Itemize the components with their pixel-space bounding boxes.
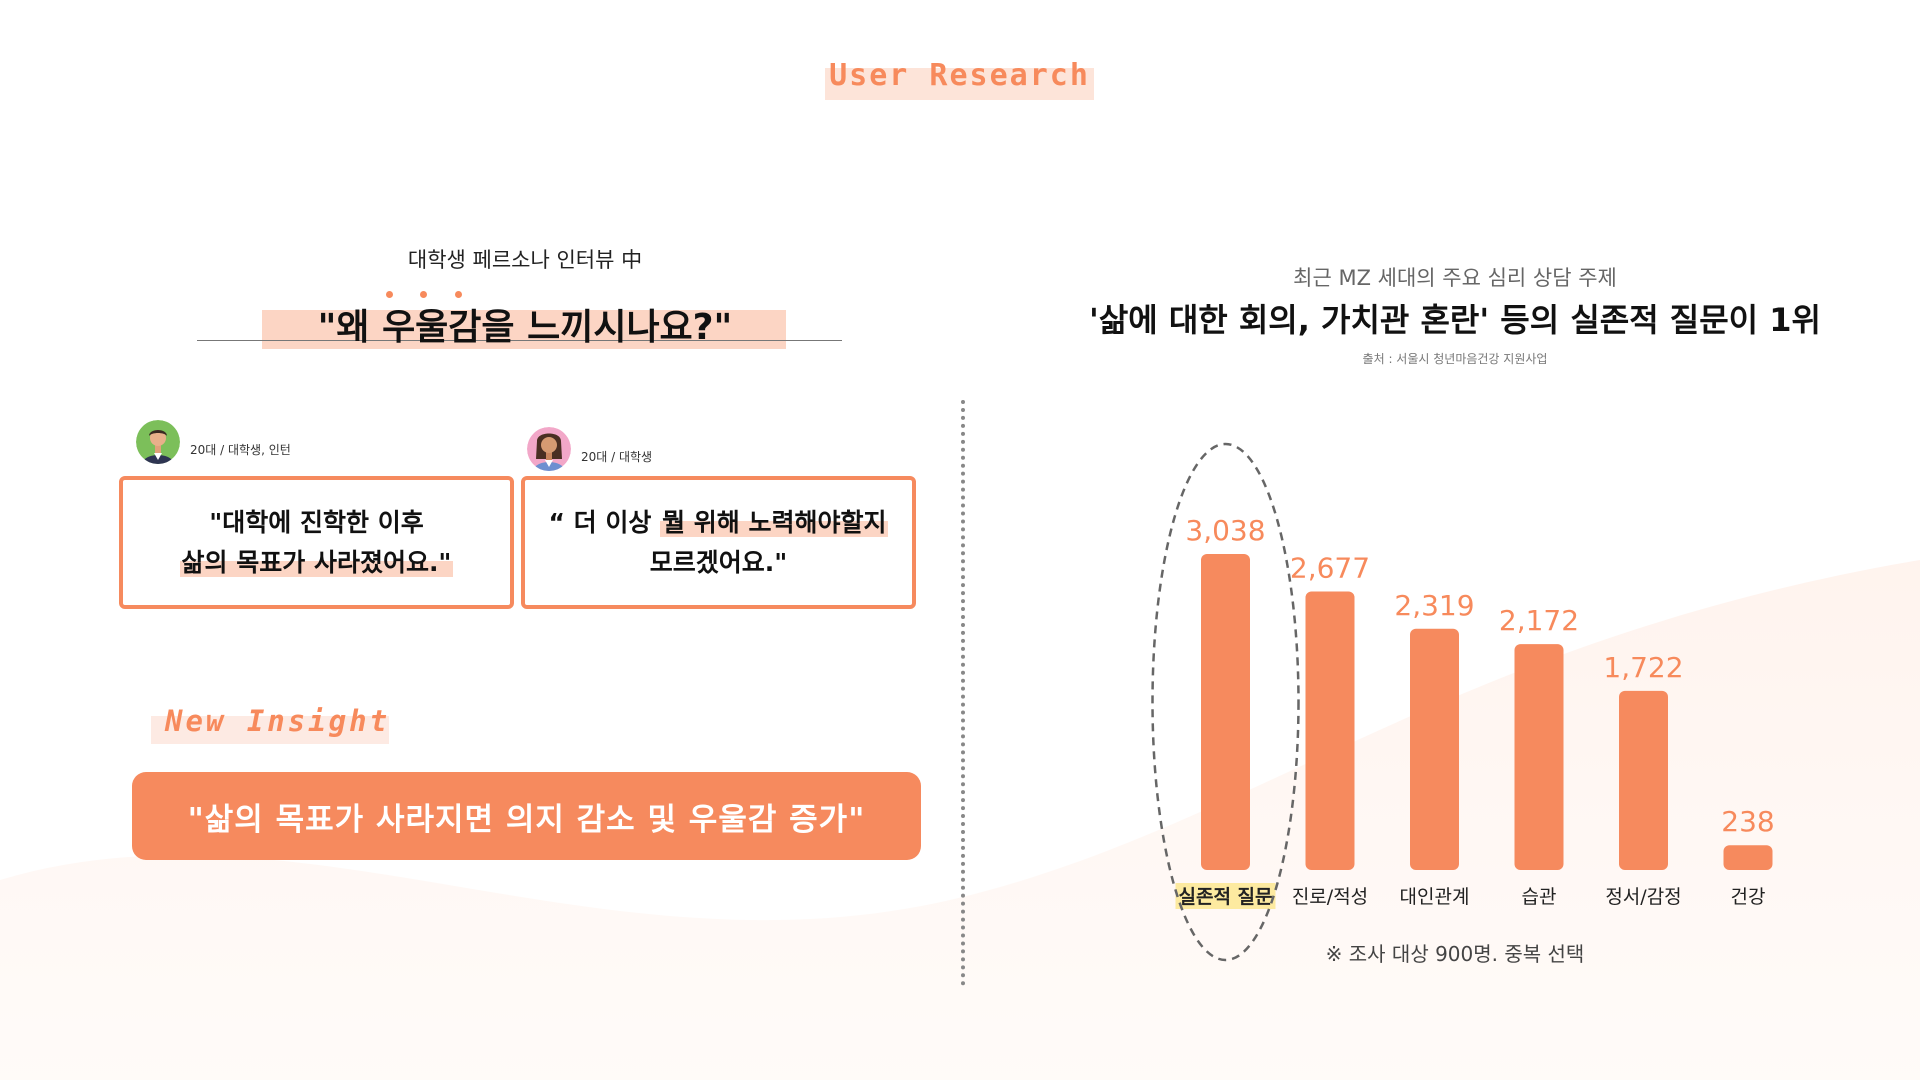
emphasis-dot bbox=[386, 291, 393, 298]
chart-source: 출처 : 서울시 청년마음건강 지원사업 bbox=[1362, 352, 1548, 366]
value-label: 2,172 bbox=[1499, 604, 1579, 637]
bar bbox=[1410, 628, 1459, 870]
insight-tag-highlight bbox=[151, 716, 389, 744]
value-label: 3,038 bbox=[1185, 514, 1265, 547]
emphasis-dot bbox=[455, 291, 462, 298]
question-highlight bbox=[262, 310, 786, 349]
header-tag-highlight bbox=[825, 68, 1094, 100]
quote-line-highlighted: 삶의 목표가 사라졌어요." bbox=[179, 547, 454, 577]
persona-quote-card: “ 더 이상 뭘 위해 노력해야할지 모르겠어요." bbox=[521, 476, 916, 609]
header-tag: User Research bbox=[829, 58, 1090, 93]
insight-tag: New Insight bbox=[165, 704, 391, 738]
bar bbox=[1305, 591, 1355, 870]
bar bbox=[1514, 644, 1564, 870]
quote-line: "대학에 진학한 이후 bbox=[209, 507, 424, 537]
quote-line-highlighted: 뭘 위해 노력해야할지 bbox=[660, 507, 889, 537]
category-label: 건강 bbox=[1731, 886, 1766, 908]
male-avatar-icon bbox=[136, 420, 180, 464]
female-avatar-icon bbox=[527, 427, 571, 471]
category-label: 습관 bbox=[1522, 886, 1557, 908]
quote-line: 모르겠어요." bbox=[649, 547, 788, 577]
quote-line: “ 더 이상 bbox=[548, 507, 661, 537]
persona-label: 20대 / 대학생, 인턴 bbox=[190, 443, 291, 457]
interview-question: "왜 우울감을 느끼시나요?" bbox=[317, 307, 733, 348]
persona-quote-card: "대학에 진학한 이후 삶의 목표가 사라졌어요." bbox=[119, 476, 514, 609]
category-label: 진로/적성 bbox=[1292, 886, 1368, 908]
highlight-ellipse bbox=[1151, 442, 1300, 962]
persona-label: 20대 / 대학생 bbox=[581, 450, 653, 464]
insight-banner: "삶의 목표가 사라지면 의지 감소 및 우울감 증가" bbox=[132, 772, 921, 860]
value-label: 2,319 bbox=[1394, 589, 1474, 622]
question-underline bbox=[197, 340, 842, 341]
category-label: 실존적 질문 bbox=[1178, 886, 1272, 908]
bar bbox=[1201, 554, 1250, 870]
chart-footnote: ※ 조사 대상 900명. 중복 선택 bbox=[1325, 942, 1585, 966]
value-label: 2,677 bbox=[1290, 552, 1370, 585]
value-label: 1,722 bbox=[1603, 651, 1683, 684]
bar bbox=[1723, 845, 1773, 870]
bar bbox=[1619, 690, 1668, 870]
category-label: 정서/감정 bbox=[1605, 886, 1681, 908]
interview-subtitle: 대학생 페르소나 인터뷰 中 bbox=[407, 248, 643, 272]
value-label: 238 bbox=[1721, 805, 1774, 838]
category-label: 대인관계 bbox=[1400, 886, 1470, 908]
emphasis-dot bbox=[420, 291, 427, 298]
section-divider bbox=[961, 400, 965, 986]
chart-title: '삶에 대한 회의, 가치관 혼란' 등의 실존적 질문이 1위 bbox=[1089, 301, 1821, 339]
chart-subtitle: 최근 MZ 세대의 주요 심리 상담 주제 bbox=[1293, 266, 1617, 290]
category-highlight bbox=[1175, 883, 1276, 909]
